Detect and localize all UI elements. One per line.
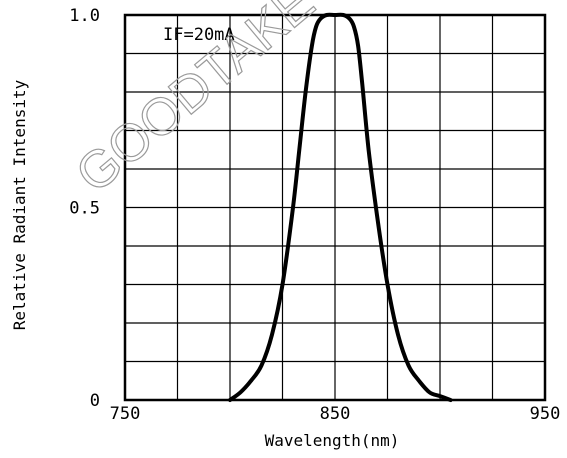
grid — [125, 15, 545, 400]
condition-annotation: IF=20mA — [163, 25, 235, 45]
x-tick-label: 850 — [320, 404, 351, 424]
x-tick-labels: 750 850 950 — [110, 404, 561, 424]
y-tick-label: 1.0 — [69, 6, 100, 26]
y-axis-title: Relative Radiant Intensity — [10, 79, 29, 330]
y-tick-label: 0 — [90, 391, 100, 411]
x-axis-title: Wavelength(nm) — [265, 431, 400, 450]
y-tick-labels: 0 0.5 1.0 — [69, 6, 100, 411]
intensity-curve — [228, 12, 453, 402]
x-tick-label: 750 — [110, 404, 141, 424]
y-tick-label: 0.5 — [69, 199, 100, 219]
x-tick-label: 950 — [530, 404, 561, 424]
